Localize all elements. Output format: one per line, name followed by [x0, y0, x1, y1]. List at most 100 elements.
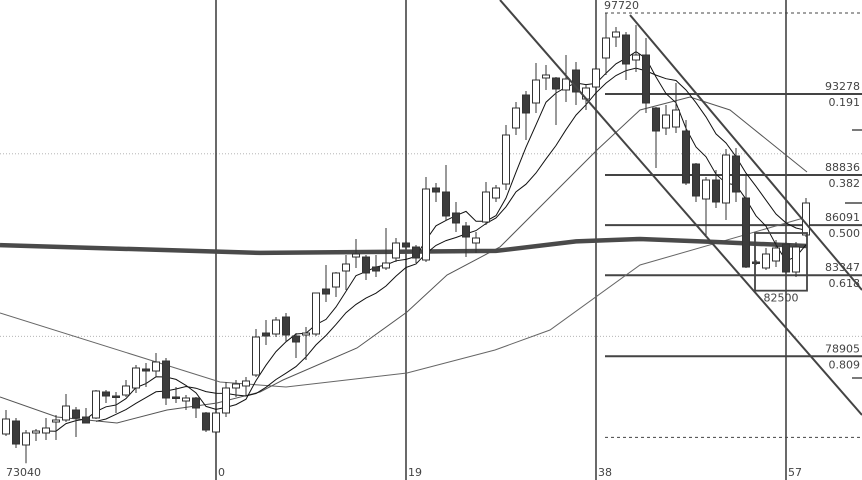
candle — [342, 255, 350, 290]
candle — [272, 317, 280, 338]
candle — [762, 247, 770, 270]
candle-body — [462, 225, 470, 238]
candle — [522, 91, 530, 140]
candle-body — [252, 336, 260, 376]
candle-body — [472, 237, 480, 244]
fib-price-label: 86091 — [825, 211, 860, 224]
candle-body — [192, 397, 200, 409]
candle — [422, 177, 430, 263]
candle-body — [162, 360, 170, 399]
candle-body — [292, 335, 300, 343]
candle-body — [312, 292, 320, 335]
candle-body — [362, 256, 370, 274]
candle-body — [372, 266, 380, 272]
candle-body — [702, 179, 710, 200]
candle-body — [652, 107, 660, 132]
candle-body — [242, 380, 250, 387]
candle-body — [172, 396, 180, 399]
candle — [702, 177, 710, 235]
candle — [742, 175, 750, 268]
candle — [82, 407, 90, 424]
moving-averages — [0, 50, 808, 432]
trend-channel-line — [499, 0, 862, 416]
candle — [42, 417, 50, 440]
candle — [592, 67, 600, 90]
low-price-label: 73040 — [6, 466, 41, 479]
candle-body — [412, 246, 420, 259]
candle — [552, 77, 560, 125]
fib-ratio-label: 0.618 — [829, 277, 861, 290]
candle — [392, 237, 400, 263]
candle — [102, 390, 110, 403]
candle — [462, 221, 470, 258]
candle-body — [152, 361, 160, 372]
candle-body — [82, 416, 90, 424]
candle — [362, 255, 370, 280]
candle — [192, 396, 200, 418]
candle-body — [392, 242, 400, 259]
range-box-rect — [754, 232, 808, 292]
candle-body — [502, 134, 510, 185]
candle-body — [742, 197, 750, 268]
candle-body — [692, 163, 700, 197]
range-box-label: 82500 — [764, 292, 799, 305]
candle-body — [182, 397, 190, 402]
candle — [402, 241, 410, 249]
candle-body — [562, 78, 570, 91]
candle — [262, 320, 270, 345]
candle-body — [792, 246, 800, 273]
labels: 73040 97720 — [6, 0, 639, 479]
candle — [212, 411, 220, 434]
candle-body — [772, 247, 780, 262]
candle — [32, 428, 40, 442]
candle — [722, 148, 730, 220]
candle — [712, 170, 720, 208]
ma-medium-line — [0, 96, 808, 424]
candle — [372, 255, 380, 278]
candle-body — [722, 154, 730, 204]
candle-body — [552, 77, 560, 90]
candle-body — [142, 368, 150, 372]
fib-ratio-label: 0.500 — [829, 227, 861, 240]
candle-body — [132, 367, 140, 389]
candle-body — [232, 383, 240, 389]
x-tick-label: 38 — [598, 466, 612, 479]
right-ticks — [845, 129, 862, 379]
candle — [352, 238, 360, 268]
fib-price-label: 88836 — [825, 161, 860, 174]
candle — [92, 390, 100, 419]
fib-ratio-label: 0.191 — [829, 96, 861, 109]
candle — [792, 242, 800, 278]
candle — [322, 265, 330, 303]
candle — [2, 410, 10, 437]
fib-high-label: 97720 — [604, 0, 639, 12]
candle — [662, 105, 670, 135]
candle — [52, 415, 60, 440]
candle-body — [672, 109, 680, 128]
candle — [532, 62, 540, 113]
candle — [152, 352, 160, 378]
candle — [682, 120, 690, 185]
candle — [692, 163, 700, 203]
candle — [312, 292, 320, 337]
candle — [612, 27, 620, 48]
candle — [12, 417, 20, 448]
candle-body — [532, 79, 540, 104]
candle — [142, 362, 150, 387]
candle — [232, 380, 240, 397]
candle — [202, 412, 210, 433]
x-tick-label: 57 — [788, 466, 802, 479]
candle — [242, 377, 250, 395]
candle-body — [2, 418, 10, 435]
candle — [432, 183, 440, 203]
candle-body — [212, 412, 220, 433]
channel-lines — [499, 0, 862, 416]
candle-body — [512, 107, 520, 129]
candle — [472, 232, 480, 253]
candle-body — [752, 261, 760, 265]
candle — [442, 165, 450, 220]
candle-body — [42, 427, 50, 434]
candle — [182, 395, 190, 410]
candle-body — [802, 202, 810, 236]
